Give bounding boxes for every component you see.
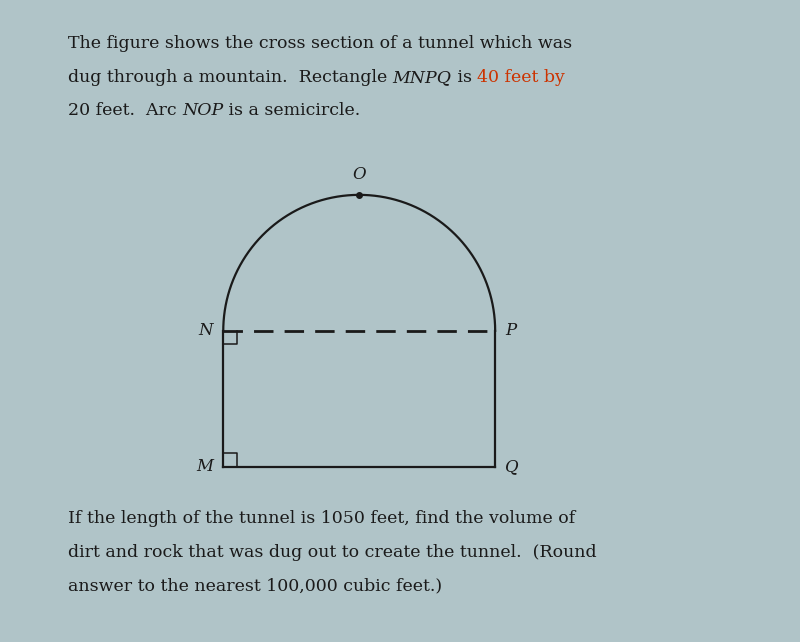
Text: N: N — [198, 322, 213, 340]
Text: is a semicircle.: is a semicircle. — [223, 102, 361, 119]
Text: 40 feet by: 40 feet by — [478, 69, 565, 85]
Text: Q: Q — [506, 458, 519, 475]
Text: is: is — [452, 69, 478, 85]
Text: If the length of the tunnel is 1050 feet, find the volume of: If the length of the tunnel is 1050 feet… — [68, 510, 575, 527]
Text: O: O — [353, 166, 366, 182]
Text: NOP: NOP — [182, 102, 223, 119]
Text: answer to the nearest 100,000 cubic feet.): answer to the nearest 100,000 cubic feet… — [68, 577, 442, 594]
Text: 20 feet.  Arc: 20 feet. Arc — [68, 102, 182, 119]
Text: dirt and rock that was dug out to create the tunnel.  (Round: dirt and rock that was dug out to create… — [68, 544, 597, 560]
Text: P: P — [506, 322, 517, 340]
Text: The figure shows the cross section of a tunnel which was: The figure shows the cross section of a … — [68, 35, 572, 52]
Text: M: M — [196, 458, 213, 475]
Text: dug through a mountain.  Rectangle: dug through a mountain. Rectangle — [68, 69, 393, 85]
Text: MNPQ: MNPQ — [393, 69, 452, 85]
